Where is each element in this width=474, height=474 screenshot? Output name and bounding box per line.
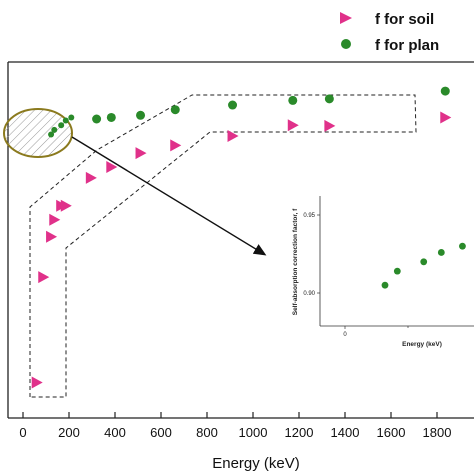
inset-data-point (393, 267, 401, 275)
legend: f for soil f for plan (340, 11, 439, 54)
main-x-tick-label: 1800 (423, 425, 452, 440)
inset-x-axis-title: Energy (keV) (402, 341, 442, 348)
main-x-ticks (22, 412, 438, 418)
soil-data-point (49, 213, 61, 226)
soil-data-point (324, 119, 336, 132)
soil-data-point (135, 147, 147, 160)
main-x-tick-label: 800 (196, 425, 218, 440)
main-x-tick-labels: 0 200 400 600 800 1000 1200 1400 1600 1800 (19, 425, 451, 440)
inset-y-tick-label-090: 0.90 (303, 291, 315, 297)
plan-data-point (68, 114, 75, 121)
plan-data-point (58, 122, 65, 129)
inset-data-point (459, 242, 466, 250)
main-x-tick-label: 1000 (239, 425, 268, 440)
plan-data-point (62, 117, 69, 124)
inset-data-point (437, 249, 445, 256)
inset-y-tick-label-095: 0.95 (303, 213, 315, 219)
main-x-axis-title: Energy (keV) (212, 455, 300, 472)
soil-data-point (287, 119, 299, 132)
inset-x-tick-label-0: 0 (343, 332, 347, 338)
main-x-tick-label: 1200 (285, 425, 314, 440)
soil-data-point (85, 171, 97, 184)
main-x-tick-label: 400 (104, 425, 126, 440)
soil-data-point (170, 139, 182, 152)
legend-soil-label: f for soil (375, 11, 434, 28)
soil-data-point (38, 271, 50, 284)
main-x-tick-label: 1600 (377, 425, 406, 440)
inset-plot-points (381, 242, 466, 289)
plan-data-point (228, 100, 238, 110)
soil-data-point (106, 161, 118, 174)
zoom-arrow (71, 136, 267, 256)
plan-data-point (92, 114, 102, 124)
legend-plan-marker (341, 39, 351, 49)
inset-background (320, 196, 472, 326)
inset-y-axis-title: Self-absorption correction factor, f (292, 208, 299, 315)
main-x-tick-label: 0 (19, 425, 26, 440)
plan-data-point (170, 105, 180, 115)
inset-data-point (381, 281, 389, 289)
soil-data-point (60, 199, 72, 212)
soil-data-point (440, 111, 452, 124)
soil-data-point (227, 130, 239, 143)
plan-data-point (136, 110, 146, 120)
plan-data-point (324, 94, 334, 104)
plan-data-point (288, 95, 298, 105)
main-x-tick-label: 1400 (331, 425, 360, 440)
legend-soil-marker (340, 12, 352, 24)
plan-data-point (106, 112, 116, 122)
main-x-tick-label: 600 (150, 425, 172, 440)
highlight-ellipse (3, 108, 73, 158)
inset-chart: 0.95 0.90 0 Energy (keV) Self-absorption… (292, 196, 474, 348)
soil-dashed-envelope (29, 94, 417, 398)
main-plot-points (31, 86, 452, 389)
legend-plan-label: f for plan (375, 37, 439, 54)
plan-data-point (440, 86, 450, 96)
plan-data-point (51, 126, 58, 133)
soil-data-point (46, 230, 58, 243)
plan-data-point (48, 131, 55, 138)
main-x-tick-label: 200 (58, 425, 80, 440)
inset-data-point (420, 258, 428, 266)
soil-data-point (31, 376, 43, 389)
